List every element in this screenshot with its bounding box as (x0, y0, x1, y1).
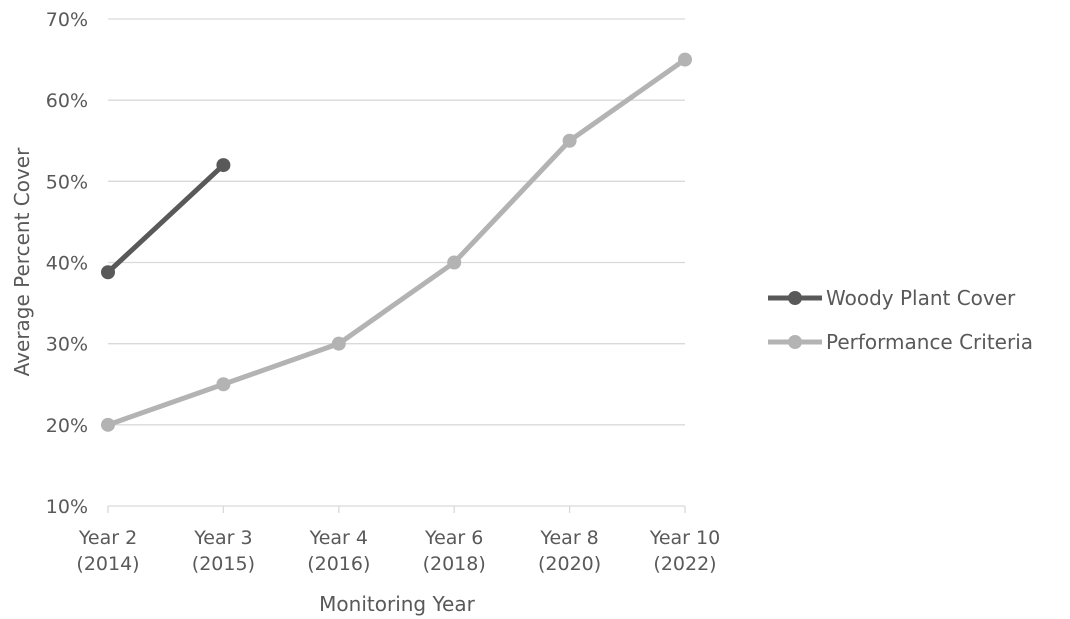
data-point (331, 336, 346, 351)
series-line (105, 57, 688, 428)
series-1 (101, 52, 692, 432)
series-line (105, 162, 226, 275)
y-tick-label: 20% (46, 415, 88, 437)
x-tick-label: Year 4 (2016) (307, 527, 370, 575)
legend: Woody Plant Cover Performance Criteria (768, 286, 1033, 354)
x-tick-label: Year 6 (2018) (423, 527, 486, 575)
series-0 (101, 158, 231, 280)
x-axis: Year 2 (2014)Year 3 (2015)Year 4 (2016)Year… (76, 505, 720, 575)
data-point (101, 265, 115, 280)
x-tick-label-line: Year 8 (539, 527, 598, 549)
y-tick-label: 40% (46, 253, 88, 275)
y-tick-label: 70% (46, 9, 88, 31)
y-tick-label: 50% (46, 171, 88, 193)
y-axis-tick-labels: 10% 20% 30% 40% 50% 60% 70% (46, 9, 88, 518)
x-tick-label: Year 3 (2015) (192, 527, 255, 575)
x-tick-label-line: Year 3 (193, 527, 252, 549)
x-tick-label: Year 8 (2020) (538, 527, 601, 575)
y-axis-title: Average Percent Cover (10, 147, 34, 376)
y-tick-label: 30% (46, 334, 88, 356)
x-tick-label-line: Year 10 (649, 527, 720, 549)
x-tick-label-line: (2016) (307, 553, 370, 575)
x-tick-label-line: (2014) (76, 553, 139, 575)
data-point (447, 255, 462, 270)
x-tick-label-line: Year 4 (309, 527, 368, 549)
x-tick-label: Year 2 (2014) (76, 527, 139, 575)
legend-item: Woody Plant Cover (768, 286, 1016, 310)
x-tick-label-line: (2015) (192, 553, 255, 575)
legend-label: Performance Criteria (826, 330, 1033, 354)
legend-marker (788, 291, 802, 305)
x-tick-label-line: (2020) (538, 553, 601, 575)
data-point (216, 377, 231, 392)
series-group (101, 52, 692, 432)
legend-item: Performance Criteria (768, 330, 1033, 354)
legend-marker (788, 335, 802, 349)
data-point (101, 417, 115, 432)
x-tick-label: Year 10 (2022) (649, 527, 720, 575)
y-tick-label: 60% (46, 90, 88, 112)
x-tick-label-line: Year 6 (424, 527, 483, 549)
x-tick-label-line: (2022) (653, 553, 716, 575)
gridlines (108, 18, 685, 426)
data-point (216, 158, 231, 173)
data-point (678, 52, 692, 67)
data-point (562, 133, 577, 148)
x-axis-title: Monitoring Year (319, 592, 475, 616)
x-tick-label-line: Year 2 (78, 527, 137, 549)
x-tick-label-line: (2018) (423, 553, 486, 575)
y-tick-label: 10% (46, 496, 88, 518)
legend-label: Woody Plant Cover (826, 286, 1016, 310)
